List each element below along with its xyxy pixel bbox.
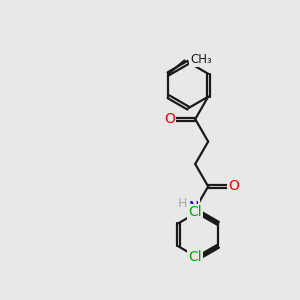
Text: CH₃: CH₃: [190, 53, 212, 66]
Text: O: O: [228, 179, 239, 194]
Text: Cl: Cl: [188, 206, 202, 219]
Text: O: O: [164, 112, 175, 126]
Text: N: N: [189, 200, 199, 214]
Text: Cl: Cl: [188, 250, 202, 264]
Text: H: H: [178, 197, 188, 210]
